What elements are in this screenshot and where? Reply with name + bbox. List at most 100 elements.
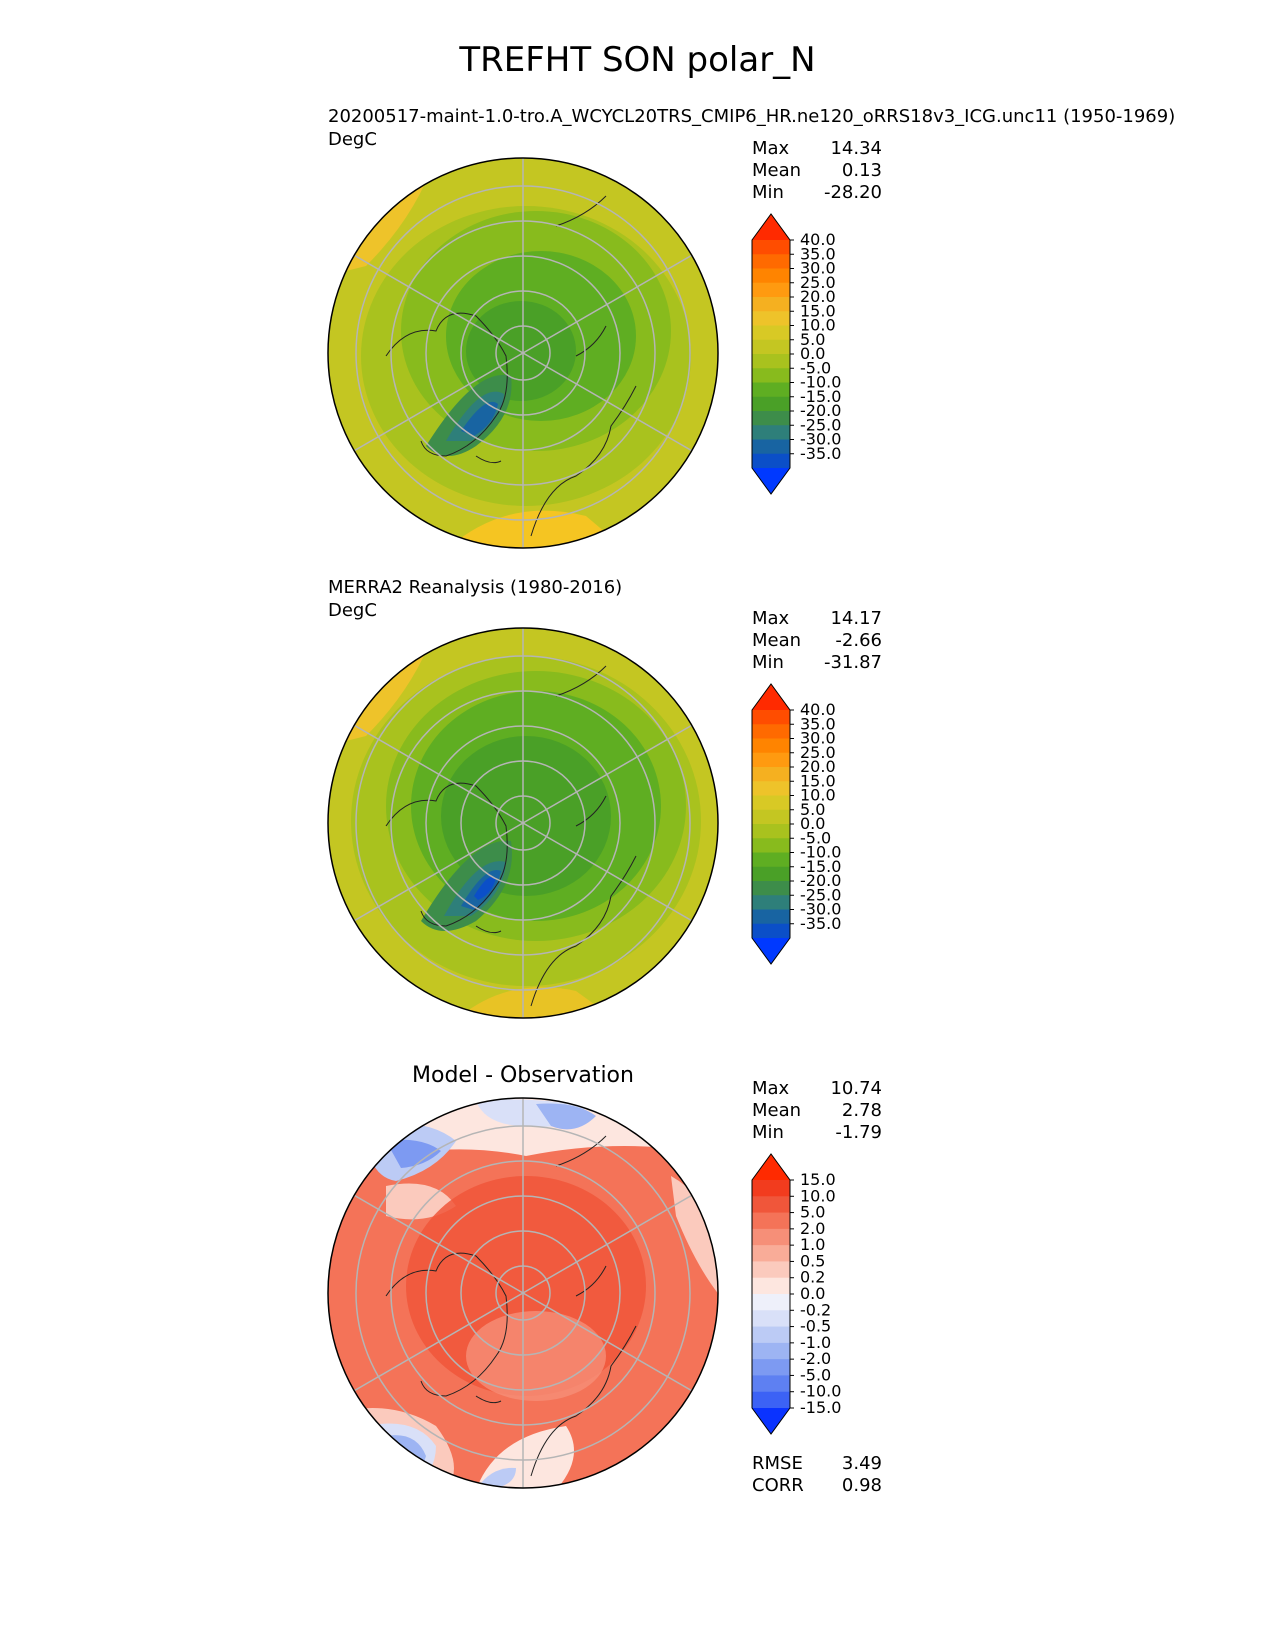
corr-value: 0.98 <box>841 1475 882 1496</box>
colorbar-segment <box>752 268 790 284</box>
colorbar-tick-label: -25.0 <box>800 885 841 904</box>
colorbar-segment <box>752 824 790 839</box>
diff-map-field <box>328 1098 718 1488</box>
colorbar-outline <box>751 213 791 495</box>
colorbar-tick-label: 5.0 <box>800 330 825 349</box>
colorbar-extend-top <box>752 214 790 240</box>
diff-graticule <box>351 1098 695 1488</box>
model-stats: Max 14.34 Mean 0.13 Min -28.20 <box>752 138 882 204</box>
colorbar-tick-label: 35.0 <box>800 244 836 263</box>
max-label: Max <box>752 608 790 629</box>
mean-label: Mean <box>752 630 802 651</box>
model-units: DegC <box>328 129 377 150</box>
colorbar-tick-label: 0.2 <box>800 1268 825 1287</box>
colorbar-tick-label: -30.0 <box>800 900 841 919</box>
colorbar-tick-label: 35.0 <box>800 714 836 733</box>
colorbar-tick-label: -10.0 <box>800 1382 841 1401</box>
colorbar-segment <box>752 1294 790 1311</box>
max-value: 10.74 <box>830 1078 882 1099</box>
colorbar-tick-label: 30.0 <box>800 729 836 748</box>
colorbar-tick-label: 10.0 <box>800 1186 836 1205</box>
min-value: -28.20 <box>823 182 882 203</box>
colorbar-extend-bottom <box>752 468 790 494</box>
obs-coastlines <box>385 665 637 1007</box>
colorbar-segment <box>752 396 790 412</box>
colorbar-segment <box>752 368 790 384</box>
colorbar-tick-label: -20.0 <box>800 401 841 420</box>
colorbar-tick-label: 0.0 <box>800 1284 825 1303</box>
colorbar-segment <box>752 297 790 312</box>
corr-label: CORR <box>752 1475 804 1496</box>
colorbar-tick-label: -2.0 <box>800 1349 831 1368</box>
mean-label: Mean <box>752 1100 802 1121</box>
mean-label: Mean <box>752 160 802 181</box>
figure-title: TREFHT SON polar_N <box>459 40 816 80</box>
colorbar-tick-label: -5.0 <box>800 358 831 377</box>
diff-map <box>327 1097 719 1489</box>
colorbar-tick-label: 40.0 <box>800 230 836 249</box>
colorbar-tick-label: 0.5 <box>800 1251 825 1270</box>
colorbar-segment <box>752 767 790 782</box>
colorbar-segment <box>752 710 790 725</box>
colorbar-segment <box>752 852 790 868</box>
colorbar-tick-label: -15.0 <box>800 387 841 406</box>
max-label: Max <box>752 138 790 159</box>
colorbar-segment <box>752 1326 790 1344</box>
model-colorbar: 40.035.030.025.020.015.010.05.00.0-5.0-1… <box>751 213 841 495</box>
colorbar-segment <box>752 240 790 255</box>
colorbar-tick-label: -0.5 <box>800 1317 831 1336</box>
colorbar-segment <box>752 781 790 797</box>
colorbar-segment <box>752 1180 790 1197</box>
colorbar-segment <box>752 311 790 327</box>
colorbar-tick-label: 15.0 <box>800 771 836 790</box>
colorbar-tick-label: -30.0 <box>800 430 841 449</box>
colorbar-tick-label: -35.0 <box>800 914 841 933</box>
colorbar-tick-label: 15.0 <box>800 1170 836 1189</box>
colorbar-segment <box>752 382 790 398</box>
colorbar-segment <box>752 439 790 455</box>
model-map-border <box>327 157 719 549</box>
colorbar-segment <box>752 1342 790 1360</box>
colorbar-segment <box>752 909 790 925</box>
colorbar-tick-label: -20.0 <box>800 871 841 890</box>
colorbar-extend-top <box>752 1154 790 1180</box>
obs-colorbar: 40.035.030.025.020.015.010.05.00.0-5.0-1… <box>751 683 841 965</box>
colorbar-extend-bottom <box>752 1408 790 1434</box>
colorbar-segment <box>752 1261 790 1279</box>
model-map <box>327 157 719 549</box>
min-value: -31.87 <box>823 652 882 673</box>
colorbar-segment <box>752 895 790 911</box>
colorbar-tick-label: 20.0 <box>800 757 836 776</box>
colorbar-tick-label: -5.0 <box>800 828 831 847</box>
obs-graticule <box>351 628 695 1018</box>
colorbar-tick-label: -15.0 <box>800 1398 841 1417</box>
model-graticule <box>351 158 695 548</box>
rmse-label: RMSE <box>752 1453 803 1474</box>
colorbar-tick-label: 10.0 <box>800 786 836 805</box>
obs-units: DegC <box>328 600 377 621</box>
colorbar-tick-label: 30.0 <box>800 259 836 278</box>
colorbar-tick-label: 10.0 <box>800 316 836 335</box>
colorbar-tick-label: 2.0 <box>800 1219 825 1238</box>
min-value: -1.79 <box>835 1122 882 1143</box>
colorbar-segment <box>752 1359 790 1377</box>
colorbar-segment <box>752 795 790 811</box>
obs-stats: Max 14.17 Mean -2.66 Min -31.87 <box>752 608 882 674</box>
mean-value: 0.13 <box>841 160 882 181</box>
colorbar-segment <box>752 282 790 298</box>
colorbar-segment <box>752 1196 790 1214</box>
colorbar-segment <box>752 1310 790 1328</box>
colorbar-segment <box>752 1245 790 1263</box>
colorbar-segment <box>752 866 790 882</box>
colorbar-tick-label: 20.0 <box>800 287 836 306</box>
colorbar-segment <box>752 354 790 369</box>
colorbar-segment <box>752 1277 790 1295</box>
colorbar-segment <box>752 724 790 740</box>
colorbar-tick-label: 15.0 <box>800 301 836 320</box>
colorbar-segment <box>752 738 790 754</box>
diff-coastlines <box>385 1135 637 1477</box>
obs-map <box>327 627 719 1019</box>
diff-stats: Max 10.74 Mean 2.78 Min -1.79 <box>752 1078 882 1144</box>
min-label: Min <box>752 652 784 673</box>
mean-value: 2.78 <box>841 1100 882 1121</box>
